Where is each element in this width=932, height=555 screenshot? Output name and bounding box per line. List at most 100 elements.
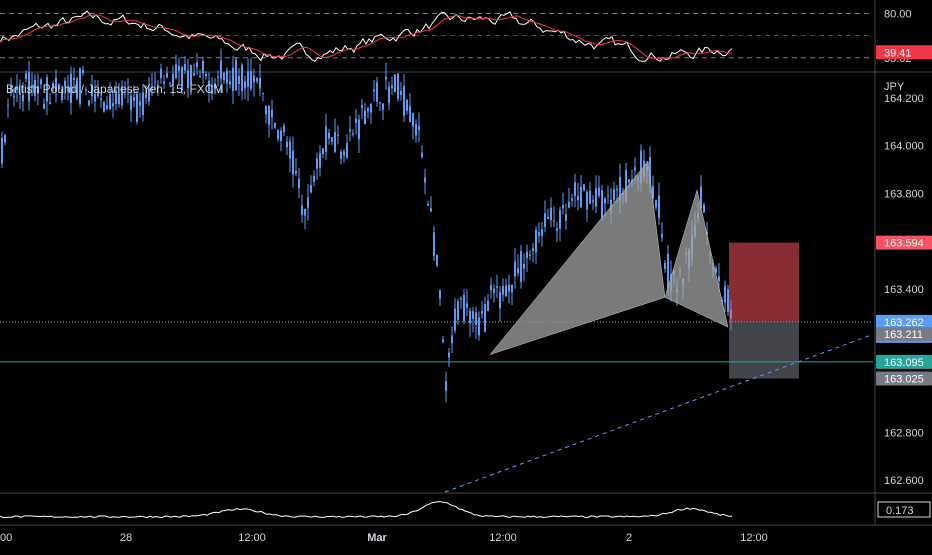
candle-body <box>568 201 570 208</box>
candle-body <box>499 292 501 309</box>
candle-body <box>370 103 372 113</box>
candle-body <box>325 126 327 152</box>
time-tick-label: 12:00 <box>489 532 517 544</box>
price-axis-badge <box>876 235 932 250</box>
pattern-triangle-xab <box>489 160 666 356</box>
candle-body <box>157 85 159 87</box>
currency-label: JPY <box>884 81 905 93</box>
candle-body <box>364 110 366 125</box>
price-tick-label: 164.000 <box>884 141 924 153</box>
candle-body <box>277 130 279 140</box>
candle-body <box>334 131 336 152</box>
time-tick-label: 12:00 <box>740 532 768 544</box>
candle-body <box>139 101 141 106</box>
candle-body <box>121 86 123 106</box>
candle-body <box>70 73 72 104</box>
candle-body <box>181 67 183 90</box>
candle-body <box>184 63 186 71</box>
candle-body <box>589 190 591 204</box>
candle-body <box>115 90 117 105</box>
candles-group <box>1 48 732 403</box>
candle-body <box>226 70 228 84</box>
candle-body <box>526 251 528 259</box>
candle-body <box>421 152 423 157</box>
candle-body <box>562 205 564 209</box>
candle-body <box>154 81 156 83</box>
candle-body <box>397 73 399 99</box>
candle-body <box>580 186 582 208</box>
candle-body <box>352 133 354 135</box>
candle-body <box>205 73 207 76</box>
candle-body <box>592 200 594 203</box>
candle-body <box>298 178 300 189</box>
candle-body <box>322 148 324 155</box>
candle-body <box>127 89 129 91</box>
time-tick-label: 00 <box>0 532 12 544</box>
candle-body <box>601 190 603 219</box>
candle-body <box>667 253 669 289</box>
candle-body <box>649 157 651 184</box>
candle-body <box>628 179 630 183</box>
candle-body <box>97 91 99 97</box>
candle-body <box>310 185 312 193</box>
candle-body <box>448 352 450 358</box>
candle-body <box>349 129 351 132</box>
candle-body <box>265 106 267 115</box>
candle-body <box>577 195 579 201</box>
rsi-line <box>0 10 733 62</box>
candle-body <box>457 301 459 320</box>
candle-body <box>700 186 702 209</box>
rsi-ma-line <box>0 14 733 60</box>
candle-body <box>25 73 27 80</box>
price-tick-label: 164.200 <box>884 93 924 105</box>
candle-body <box>481 310 483 314</box>
time-tick-label: 2 <box>626 532 632 544</box>
candle-body <box>547 216 549 220</box>
candle-body <box>607 195 609 197</box>
candle-body <box>289 141 291 159</box>
candle-body <box>1 137 3 164</box>
candle-body <box>430 208 432 212</box>
candle-body <box>394 74 396 92</box>
candle-body <box>85 89 87 91</box>
candle-body <box>535 229 537 253</box>
candle-body <box>49 102 51 105</box>
candle-body <box>259 78 261 89</box>
candle-body <box>415 124 417 136</box>
symbol-title: British Pound / Japanese Yen, 15, FXCM <box>6 82 224 96</box>
candle-body <box>292 150 294 175</box>
candle-body <box>331 137 333 142</box>
pattern-triangle-bcd <box>664 188 729 328</box>
candle-body <box>412 113 414 127</box>
trend-line <box>444 333 874 493</box>
candle-body <box>367 108 369 112</box>
candle-body <box>304 208 306 216</box>
candle-body <box>496 286 498 288</box>
candle-body <box>523 263 525 269</box>
candle-body <box>190 64 192 85</box>
candle-body <box>343 151 345 156</box>
candle-body <box>130 95 132 110</box>
candle-body <box>661 233 663 238</box>
candle-body <box>37 86 39 94</box>
candle-body <box>502 285 504 295</box>
price-axis-label: 163.095 <box>884 357 924 369</box>
candle-body <box>505 285 507 296</box>
candle-body <box>217 76 219 78</box>
candle-body <box>406 100 408 111</box>
candle-body <box>373 89 375 92</box>
candle-body <box>436 255 438 266</box>
candle-body <box>658 195 660 219</box>
candle-body <box>319 153 321 168</box>
candle-body <box>202 60 204 74</box>
candle-body <box>100 98 102 100</box>
candle-body <box>388 86 390 104</box>
candle-body <box>355 118 357 123</box>
candle-body <box>619 176 621 202</box>
candle-body <box>559 210 561 229</box>
price-axis-badge <box>876 371 932 386</box>
candle-body <box>160 68 162 79</box>
candle-body <box>598 187 600 196</box>
